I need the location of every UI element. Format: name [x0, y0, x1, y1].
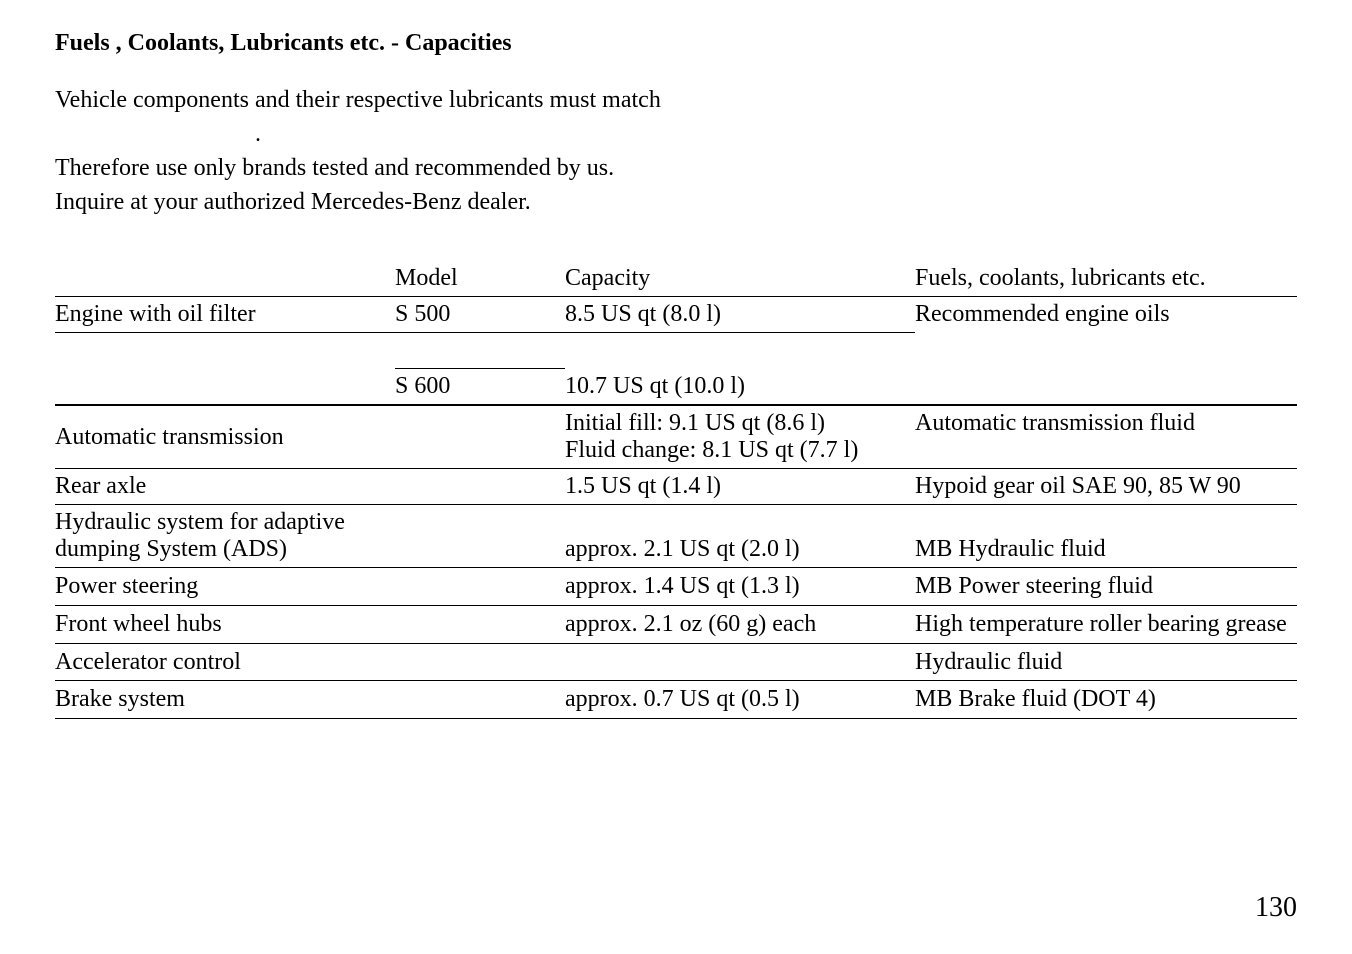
- spacer: [395, 333, 565, 369]
- cell-engine-label: Engine with oil filter: [55, 297, 395, 333]
- hyd-label-2: dumping System (ADS): [55, 536, 387, 563]
- page-number: 130: [1255, 892, 1297, 924]
- intro-line-1: Vehicle components and their respective …: [55, 85, 1297, 115]
- header-fluids: Fuels, coolants, lubricants etc.: [915, 261, 1297, 297]
- cell-acc-cap: [565, 643, 915, 681]
- cell-engine-m1: S 500: [395, 297, 565, 333]
- auto-trans-cap-1: Initial fill: 9.1 US qt (8.6 l): [565, 410, 907, 437]
- cell-brake-cap: approx. 0.7 US qt (0.5 l): [565, 681, 915, 719]
- header-model: Model: [395, 261, 565, 297]
- cell-acc-label: Accelerator control: [55, 643, 395, 681]
- table-header-row: Model Capacity Fuels, coolants, lubrican…: [55, 261, 1297, 297]
- spacer: [55, 369, 395, 406]
- spacer: [395, 643, 565, 681]
- spacer: [395, 405, 565, 469]
- cell-brake-label: Brake system: [55, 681, 395, 719]
- cell-hyd-cap: approx. 2.1 US qt (2.0 l): [565, 505, 915, 568]
- cell-ps-label: Power steering: [55, 568, 395, 606]
- row-hydraulic: Hydraulic system for adaptive dumping Sy…: [55, 505, 1297, 568]
- cell-fh-label: Front wheel hubs: [55, 605, 395, 643]
- cell-auto-fluid: Automatic transmission fluid: [915, 405, 1297, 469]
- hyd-label-1: Hydraulic system for adaptive: [55, 509, 387, 536]
- cell-engine-m2: S 600: [395, 369, 565, 406]
- spacer: [395, 681, 565, 719]
- cell-ps-cap: approx. 1.4 US qt (1.3 l): [565, 568, 915, 606]
- intro-block: Vehicle components and their respective …: [55, 85, 1297, 217]
- cell-hyd-label: Hydraulic system for adaptive dumping Sy…: [55, 505, 395, 568]
- cell-rear-label: Rear axle: [55, 469, 395, 505]
- row-brake: Brake system approx. 0.7 US qt (0.5 l) M…: [55, 681, 1297, 719]
- auto-trans-cap-2: Fluid change: 8.1 US qt (7.7 l): [565, 437, 907, 464]
- cell-fh-fluid: High temperature roller bearing grease: [915, 605, 1297, 643]
- spacer: [915, 369, 1297, 406]
- page: Fuels , Coolants, Lubricants etc. - Capa…: [0, 0, 1352, 954]
- cell-hyd-fluid: MB Hydraulic fluid: [915, 505, 1297, 568]
- cell-fh-cap: approx. 2.1 oz (60 g) each: [565, 605, 915, 643]
- spacer: [395, 568, 565, 606]
- cell-rear-fluid: Hypoid gear oil SAE 90, 85 W 90: [915, 469, 1297, 505]
- capacities-table: Model Capacity Fuels, coolants, lubrican…: [55, 261, 1297, 719]
- spacer: [395, 469, 565, 505]
- cell-engine-fluid: Recommended engine oils: [915, 297, 1297, 333]
- header-capacity: Capacity: [565, 261, 915, 297]
- row-rear-axle: Rear axle 1.5 US qt (1.4 l) Hypoid gear …: [55, 469, 1297, 505]
- cell-auto-label: Automatic transmission: [55, 405, 395, 469]
- row-power-steering: Power steering approx. 1.4 US qt (1.3 l)…: [55, 568, 1297, 606]
- spacer: [915, 333, 1297, 369]
- row-engine-spacer: [55, 333, 1297, 369]
- spacer: [55, 333, 395, 369]
- row-front-hubs: Front wheel hubs approx. 2.1 oz (60 g) e…: [55, 605, 1297, 643]
- spacer: [395, 505, 565, 568]
- auto-trans-label: Automatic transmission: [55, 424, 284, 450]
- row-engine-s600: S 600 10.7 US qt (10.0 l): [55, 369, 1297, 406]
- spacer: [395, 605, 565, 643]
- row-accelerator: Accelerator control Hydraulic fluid: [55, 643, 1297, 681]
- cell-acc-fluid: Hydraulic fluid: [915, 643, 1297, 681]
- intro-line-3: Inquire at your authorized Mercedes-Benz…: [55, 187, 1297, 217]
- cell-brake-fluid: MB Brake fluid (DOT 4): [915, 681, 1297, 719]
- cell-engine-c2: 10.7 US qt (10.0 l): [565, 369, 915, 406]
- row-engine-s500: Engine with oil filter S 500 8.5 US qt (…: [55, 297, 1297, 333]
- intro-dot: .: [255, 119, 1297, 149]
- cell-engine-c1: 8.5 US qt (8.0 l): [565, 297, 915, 333]
- header-component: [55, 261, 395, 297]
- cell-auto-capacity: Initial fill: 9.1 US qt (8.6 l) Fluid ch…: [565, 405, 915, 469]
- cell-rear-cap: 1.5 US qt (1.4 l): [565, 469, 915, 505]
- cell-ps-fluid: MB Power steering fluid: [915, 568, 1297, 606]
- row-auto-trans: Automatic transmission Initial fill: 9.1…: [55, 405, 1297, 469]
- spacer: [565, 333, 915, 369]
- intro-line-2: Therefore use only brands tested and rec…: [55, 153, 1297, 183]
- page-title: Fuels , Coolants, Lubricants etc. - Capa…: [55, 30, 1297, 57]
